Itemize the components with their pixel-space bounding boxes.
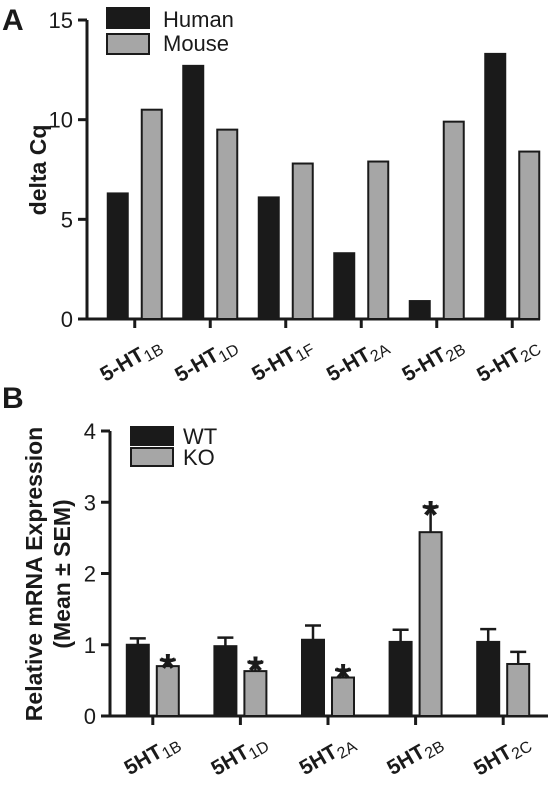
bar-wt-2b — [388, 640, 413, 718]
x-tick-label: 5-HT1D — [171, 333, 242, 389]
bar-human-1b — [106, 192, 129, 320]
y-tick-label: 2 — [84, 562, 96, 587]
bar-human-2a — [333, 252, 356, 320]
x-tick-label: 5HT1B — [120, 730, 184, 782]
legend-swatch-ko — [130, 447, 174, 467]
panel-a-letter: A — [2, 4, 24, 37]
bar-human-1d — [182, 64, 205, 320]
x-tick-label: 5HT2B — [383, 730, 447, 782]
bar-ko-2c — [506, 662, 531, 717]
panel-a-legend: Human Mouse — [106, 7, 234, 56]
bar-human-2b — [408, 300, 431, 320]
legend-swatch-human — [106, 7, 150, 29]
bar-mouse-1d — [216, 128, 239, 320]
legend-label-ko: KO — [183, 445, 215, 470]
bar-wt-1d — [213, 645, 238, 717]
bar-mouse-2b — [442, 120, 465, 320]
bar-human-2c — [484, 52, 507, 321]
bar-wt-2c — [476, 640, 501, 718]
panel-b-y-axis-label-line2: (Mean ± SEM) — [49, 499, 75, 648]
significance-star: * — [423, 494, 439, 538]
panel-b: B Relative mRNA Expression (Mean ± SEM) … — [2, 382, 548, 783]
y-tick-label: 0 — [61, 307, 73, 332]
legend-label-human: Human — [163, 7, 234, 32]
y-tick-label: 15 — [49, 8, 73, 33]
y-tick-label: 1 — [84, 633, 96, 658]
bar-mouse-1f — [291, 162, 314, 320]
legend-label-mouse: Mouse — [163, 31, 229, 56]
panel-a-x-tick-labels: 5-HT1B 5-HT1D 5-HT1F 5-HT2A 5-HT2B 5-HT2C — [96, 333, 544, 389]
x-tick-label: 5HT1D — [207, 730, 272, 783]
y-tick-label: 3 — [84, 490, 96, 515]
x-tick-label: 5-HT1B — [96, 333, 166, 389]
bar-wt-2a — [301, 638, 325, 718]
panel-b-bars: * * * * — [125, 494, 531, 718]
x-tick-label: 5-HT1F — [248, 333, 318, 388]
x-tick-label: 5-HT2B — [398, 333, 468, 389]
bar-wt-1b — [125, 643, 150, 717]
significance-star: * — [160, 647, 176, 691]
x-tick-label: 5HT2A — [296, 730, 361, 782]
panel-b-letter: B — [2, 382, 24, 415]
bar-mouse-2a — [367, 160, 390, 320]
bar-ko-2b — [418, 531, 443, 717]
panel-b-y-axis-label-line1: Relative mRNA Expression — [21, 427, 47, 721]
panel-b-x-tick-labels: 5HT1B 5HT1D 5HT2A 5HT2B 5HT2C — [120, 730, 535, 783]
y-tick-label: 0 — [84, 704, 96, 729]
panel-a-y-axis-label: delta Cq — [25, 125, 51, 216]
panel-a-bars — [106, 52, 541, 321]
x-tick-label: 5HT2C — [470, 730, 535, 783]
x-tick-label: 5-HT2A — [323, 333, 394, 389]
panel-b-legend: WT KO — [130, 424, 217, 470]
bar-mouse-2c — [518, 150, 541, 320]
bar-human-1f — [257, 196, 280, 320]
y-tick-label: 4 — [84, 419, 96, 444]
bar-mouse-1b — [140, 108, 163, 320]
significance-star: * — [248, 649, 264, 693]
legend-swatch-wt — [130, 426, 174, 446]
panel-b-axes: 0 1 2 3 4 — [84, 419, 548, 729]
y-tick-label: 10 — [49, 108, 73, 133]
legend-swatch-mouse — [106, 33, 150, 55]
significance-star: * — [335, 657, 351, 701]
x-tick-label: 5-HT2C — [473, 333, 544, 389]
legend-label-wt: WT — [183, 424, 217, 449]
y-tick-label: 5 — [61, 207, 73, 232]
